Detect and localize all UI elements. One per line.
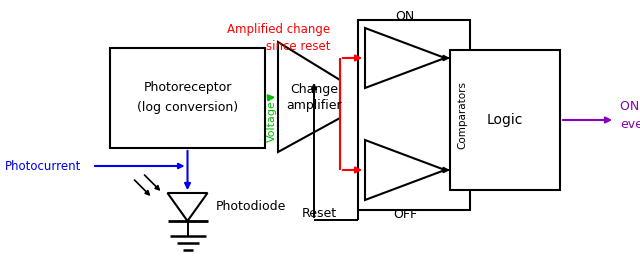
Text: Photocurrent: Photocurrent	[5, 159, 81, 173]
Bar	[450, 50, 560, 190]
Polygon shape	[278, 42, 340, 152]
Text: ON & OFF: ON & OFF	[620, 101, 640, 114]
Bar	[358, 20, 470, 210]
Text: OFF: OFF	[393, 207, 417, 221]
Text: events: events	[620, 118, 640, 132]
Polygon shape	[365, 140, 445, 200]
Text: Photoreceptor: Photoreceptor	[143, 82, 232, 94]
Text: Photodiode: Photodiode	[216, 200, 286, 214]
Text: since reset: since reset	[266, 39, 330, 52]
Polygon shape	[365, 28, 445, 88]
Text: Voltage: Voltage	[266, 100, 276, 142]
Text: (log conversion): (log conversion)	[137, 101, 238, 115]
Text: Logic: Logic	[487, 113, 523, 127]
Bar	[110, 48, 265, 148]
Text: Change: Change	[290, 83, 338, 95]
Text: Amplified change: Amplified change	[227, 23, 330, 36]
Polygon shape	[168, 193, 207, 221]
Text: ON: ON	[396, 10, 415, 22]
Text: Reset: Reset	[301, 207, 337, 220]
Text: amplifier: amplifier	[286, 99, 342, 111]
Text: Comparators: Comparators	[457, 81, 467, 149]
